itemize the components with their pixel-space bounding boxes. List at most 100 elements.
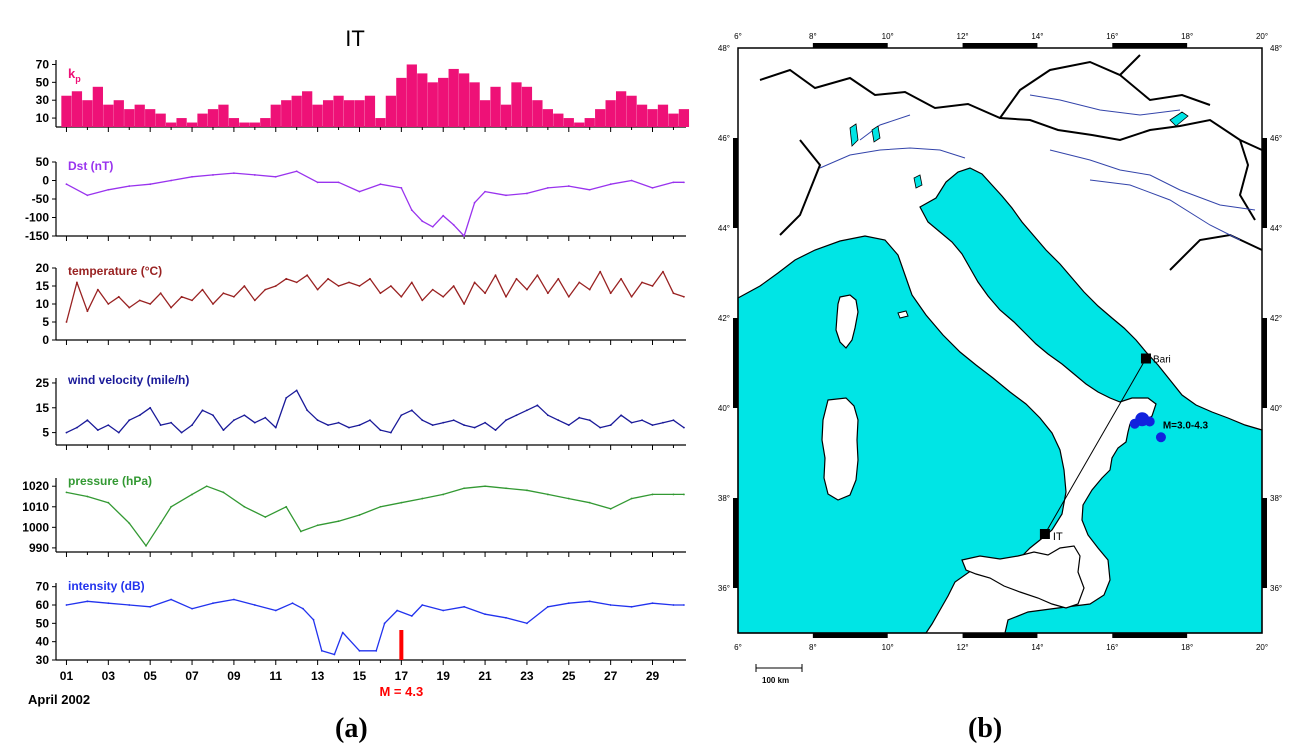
kp-bar [417,73,428,127]
data-point-wind [86,419,89,422]
kp-bar [396,77,407,127]
y-tick-label: 70 [36,580,50,594]
data-point-temp [128,306,131,309]
frame-bar-right [1262,318,1267,408]
lat-tick-label: 36° [718,584,730,593]
data-point-pressure [505,487,507,490]
data-point-intensity [383,622,386,625]
kp-bar [553,113,564,127]
data-point-pressure [316,524,319,527]
kp-bar [322,100,334,127]
data-point-temp [557,277,560,280]
data-point-intensity [320,649,323,652]
scale-bar-label: 100 km [762,676,789,685]
lat-tick-label: 40° [718,404,730,413]
station-label: Bari [1153,355,1171,366]
data-point-temp [306,274,309,277]
lon-tick-label: 10° [882,32,894,41]
frame-bar-left [733,498,738,588]
data-point-wind [473,426,476,429]
data-point-pressure [285,505,288,508]
data-point-wind [191,424,193,427]
data-point-wind [609,424,612,427]
data-point-wind [201,409,204,412]
lat-tick-label: 42° [1270,314,1282,323]
data-point-intensity [253,604,256,606]
data-point-intensity [526,622,528,625]
kp-bar [113,100,124,127]
island-sardinia [821,397,859,501]
data-point-dst [65,183,68,186]
data-point-pressure [358,514,361,516]
data-point-intensity [505,616,507,619]
data-point-intensity [333,653,336,656]
data-point-dst [651,187,654,189]
data-point-intensity [212,602,214,605]
data-point-dst [295,170,298,173]
kp-bar [406,64,417,127]
data-point-wind [546,414,549,417]
rivers [819,94,1256,241]
data-point-dst [630,179,633,182]
data-point-wind [65,431,68,434]
data-point-dst [128,185,131,187]
y-tick-label: 50 [36,75,50,89]
data-point-dst [567,185,570,187]
data-point-temp [683,295,685,298]
data-point-intensity [149,605,152,608]
data-point-dst [191,175,193,178]
data-point-pressure [170,505,173,508]
data-point-pressure [630,497,633,500]
data-point-pressure [421,497,424,500]
data-point-intensity [396,609,399,612]
kp-bar [176,118,187,127]
data-point-temp [389,285,392,287]
panel-label-dst: Dst (nT) [68,159,113,173]
data-point-wind [222,429,225,432]
y-tick-label: 30 [36,93,50,107]
country-borders [759,54,1263,271]
data-point-wind [233,419,235,422]
data-point-intensity [484,613,486,616]
kp-bar [343,100,355,127]
data-point-temp [463,303,466,305]
data-point-temp [379,292,382,295]
data-point-temp [348,281,350,284]
data-point-wind [431,424,434,427]
data-point-pressure [107,501,110,504]
data-point-wind [306,409,309,412]
data-point-wind [672,419,675,422]
data-point-wind [463,424,466,427]
data-point-temp [609,292,612,295]
data-point-dst [410,209,413,212]
data-point-dst [431,225,434,228]
data-point-pressure [65,491,68,494]
data-point-pressure [86,495,89,498]
stations: Bari IT [1039,353,1171,543]
series-line-temp [65,270,685,323]
lon-tick-label: 14° [1031,643,1043,652]
time-series-figure: IT 10 30 50 70 kp 50 0 -50 -100 -150 Dst (nT) 20 15 10… [22,26,690,707]
data-point-temp [233,295,235,298]
data-point-intensity [233,598,235,601]
panel-label-temp: temperature (°C) [68,264,162,278]
data-point-dst [421,220,424,223]
y-tick-label: 25 [36,376,50,390]
data-point-dst [316,181,319,184]
kp-bar [448,68,459,127]
lon-tick-label: 6° [734,643,742,652]
data-point-temp [222,292,225,295]
kp-bar [249,122,260,127]
series-line-wind [66,389,685,434]
kp-bar [500,104,512,127]
data-point-temp [494,274,497,277]
data-point-pressure [145,544,147,547]
data-point-wind [253,421,256,424]
x-tick-label: 11 [269,669,282,683]
data-point-wind [484,421,486,424]
lat-tick-label: 42° [718,314,730,323]
data-point-dst [473,201,476,204]
kp-bar [678,109,690,127]
kp-bar [595,109,606,127]
frame-bar-top [812,43,888,48]
